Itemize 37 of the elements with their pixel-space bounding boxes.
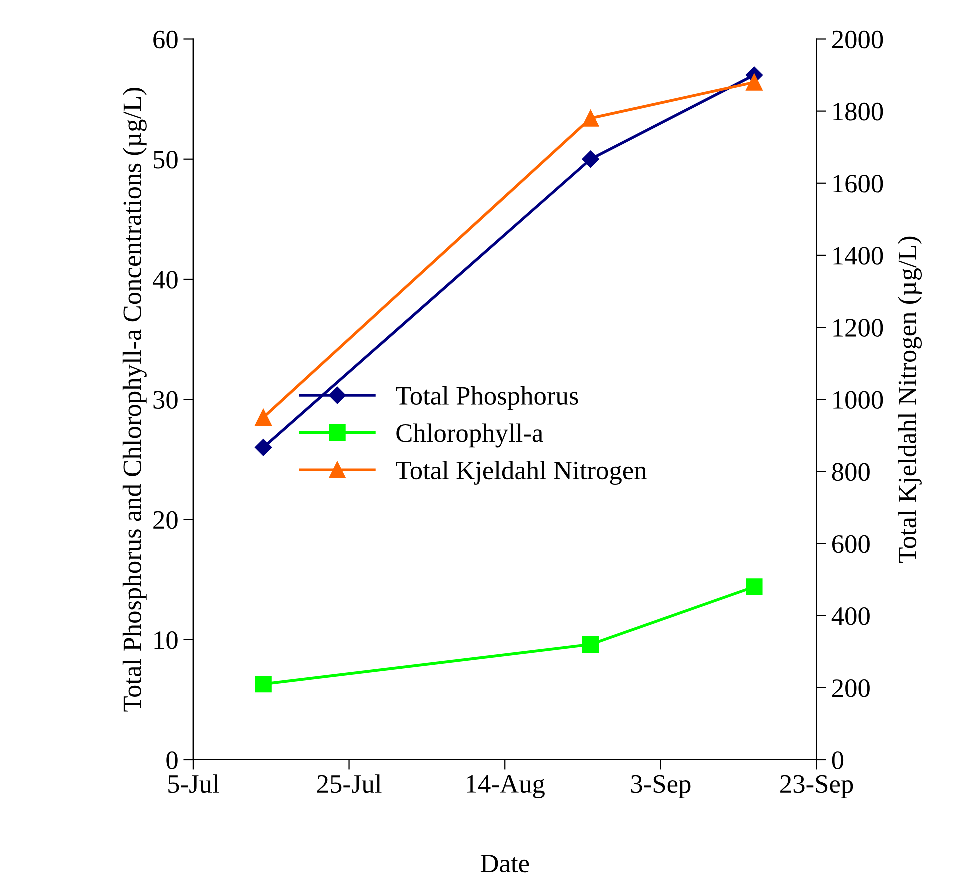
y2-tick-label: 1600 <box>834 175 884 193</box>
y2-tick-label: 1800 <box>834 102 884 121</box>
y2-axis-title: Total Kjeldahl Nitrogen (µg/L) <box>898 236 922 563</box>
legend-label: Chlorophyll-a <box>396 424 544 448</box>
point <box>582 150 600 168</box>
point <box>255 409 272 426</box>
y2-tick-label: 1000 <box>834 391 884 410</box>
point <box>582 636 600 653</box>
x-tick-label: 14-Aug <box>467 775 545 798</box>
point <box>255 676 272 693</box>
y2-tick-label: 1200 <box>834 319 884 337</box>
point <box>582 110 600 127</box>
y2-tick-label: 200 <box>832 680 870 698</box>
y2-tick-label: 1400 <box>834 247 884 265</box>
y2-tick-label: 800 <box>832 463 870 482</box>
y2-tick-label: 0 <box>832 752 844 770</box>
y2-tick-label: 600 <box>832 535 870 554</box>
legend-label: Total Phosphorus <box>396 386 578 410</box>
y-tick-label: 40 <box>152 271 178 289</box>
point <box>255 439 272 456</box>
y-axis-title: Total Phosphorus and Chlorophyll-a Concentrations (µg/L) <box>122 88 147 712</box>
y-tick-label: 10 <box>154 631 178 650</box>
x-axis-title: Date <box>480 855 530 873</box>
y-tick-label: 50 <box>154 150 178 169</box>
y2-tick-label: 400 <box>832 607 870 626</box>
x-tick-label: 25-Jul <box>317 774 382 794</box>
x-tick-label: 23-Sep <box>780 775 854 798</box>
point <box>746 74 763 91</box>
legend-label: Total Kjeldahl Nitrogen <box>396 461 647 486</box>
point <box>746 578 763 596</box>
x-tick-label: 3-Sep <box>631 775 691 798</box>
y-tick-label: 0 <box>166 752 178 770</box>
y-tick-label: 60 <box>154 30 178 49</box>
y2-tick-label: 2000 <box>832 30 884 49</box>
y-tick-label: 30 <box>154 391 178 410</box>
x-tick-label: 5-Jul <box>168 774 220 794</box>
y-tick-label: 20 <box>154 511 178 530</box>
